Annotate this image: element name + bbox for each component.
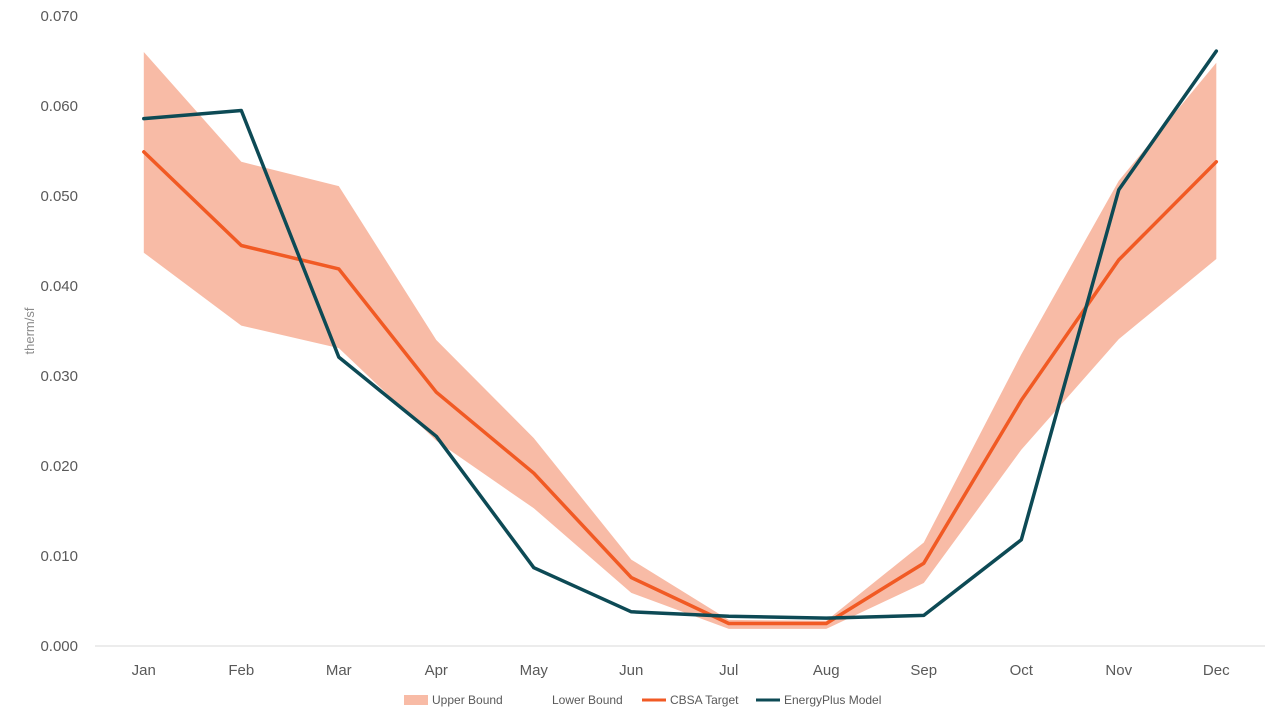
x-tick-label: Feb [228, 662, 254, 679]
legend-item-cbsa-target: CBSA Target [642, 693, 739, 707]
x-tick-label: Nov [1105, 662, 1132, 679]
y-tick-label: 0.030 [40, 368, 78, 385]
x-tick-label: Sep [910, 662, 937, 679]
y-tick-label: 0.010 [40, 548, 78, 565]
x-tick-label: May [520, 662, 549, 679]
y-tick-labels: 0.000 0.010 0.020 0.030 0.040 0.050 0.060 0.070 [40, 8, 78, 655]
band-group [143, 52, 1217, 629]
y-tick-label: 0.040 [40, 278, 78, 295]
x-tick-label: Jul [719, 662, 738, 679]
legend-label: CBSA Target [670, 693, 739, 707]
x-tick-label: Oct [1010, 662, 1034, 679]
y-tick-label: 0.020 [40, 458, 78, 475]
legend-item-energyplus-model: EnergyPlus Model [756, 693, 881, 707]
legend-item-upper-bound: Upper Bound [404, 693, 503, 707]
series-line-energyplus-model [142, 49, 1219, 620]
y-tick-label: 0.070 [40, 8, 78, 25]
x-tick-label: Jun [619, 662, 643, 679]
x-tick-label: Dec [1203, 662, 1230, 679]
legend-label: EnergyPlus Model [784, 693, 881, 707]
bound-band [143, 52, 1217, 629]
series-line-cbsa-target [142, 150, 1219, 626]
series-lines [142, 49, 1219, 626]
legend-label: Upper Bound [432, 693, 503, 707]
y-axis-title: therm/sf [22, 307, 37, 354]
legend-swatch [524, 695, 548, 705]
x-tick-label: Jan [132, 662, 156, 679]
y-tick-label: 0.000 [40, 638, 78, 655]
x-tick-label: Aug [813, 662, 840, 679]
legend-swatch [404, 695, 428, 705]
x-tick-label: Apr [425, 662, 448, 679]
y-tick-label: 0.050 [40, 188, 78, 205]
legend: Upper Bound Lower Bound CBSA Target EnergyP… [404, 693, 881, 707]
y-tick-label: 0.060 [40, 98, 78, 115]
x-tick-label: Mar [326, 662, 352, 679]
legend-item-lower-bound: Lower Bound [524, 693, 623, 707]
legend-label: Lower Bound [552, 693, 623, 707]
x-tick-labels: Jan Feb Mar Apr May Jun Jul Aug Sep Oct Nov Dec [132, 662, 1230, 679]
